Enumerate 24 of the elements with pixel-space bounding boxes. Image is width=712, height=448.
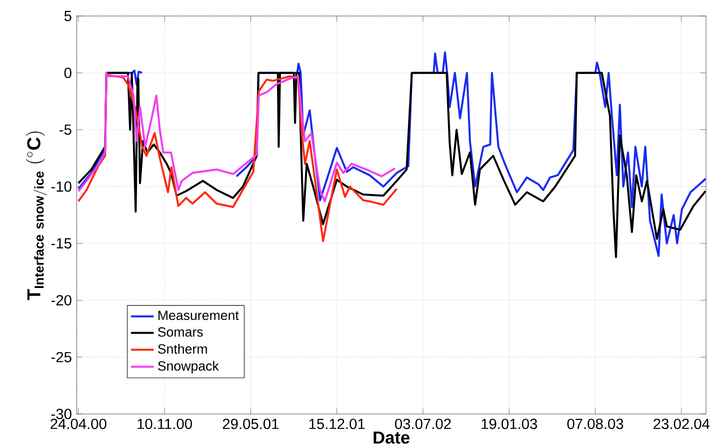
- x-tick-label: 29.05.01: [222, 418, 279, 430]
- legend-label: Measurement: [158, 310, 239, 320]
- x-tick-label: 15.12.01: [309, 418, 365, 430]
- y-tick-label: -25: [51, 352, 72, 362]
- legend-label: Sntherm: [158, 344, 207, 354]
- y-tick-label: 0: [64, 68, 72, 78]
- legend-label: Somars: [158, 327, 203, 337]
- y-tick-label: -15: [51, 238, 72, 249]
- line-series: [77, 72, 396, 202]
- y-tick-label: 5: [64, 10, 72, 22]
- y-tick-label: -5: [60, 124, 72, 135]
- legend-label: Snowpack: [158, 360, 219, 374]
- line-series: [77, 72, 398, 242]
- x-axis-title: Date: [374, 432, 410, 444]
- y-tick-label: -10: [51, 181, 72, 192]
- x-tick-label: 07.08.03: [567, 418, 624, 430]
- x-tick-label: 03.07.02: [395, 418, 451, 430]
- x-tick-label: 24.04.00: [50, 418, 106, 430]
- y-tick-label: -30: [51, 408, 72, 420]
- y-axis-title: $\mathbf{T_{Interface\ snow/ice}\ (^{\circ}C)}$: [26, 132, 47, 300]
- y-tick-label: -20: [51, 295, 72, 306]
- x-tick-label: 19.01.03: [482, 418, 538, 430]
- x-tick-label: 23.02.04: [654, 418, 710, 430]
- x-tick-label: 10.11.00: [138, 418, 192, 430]
